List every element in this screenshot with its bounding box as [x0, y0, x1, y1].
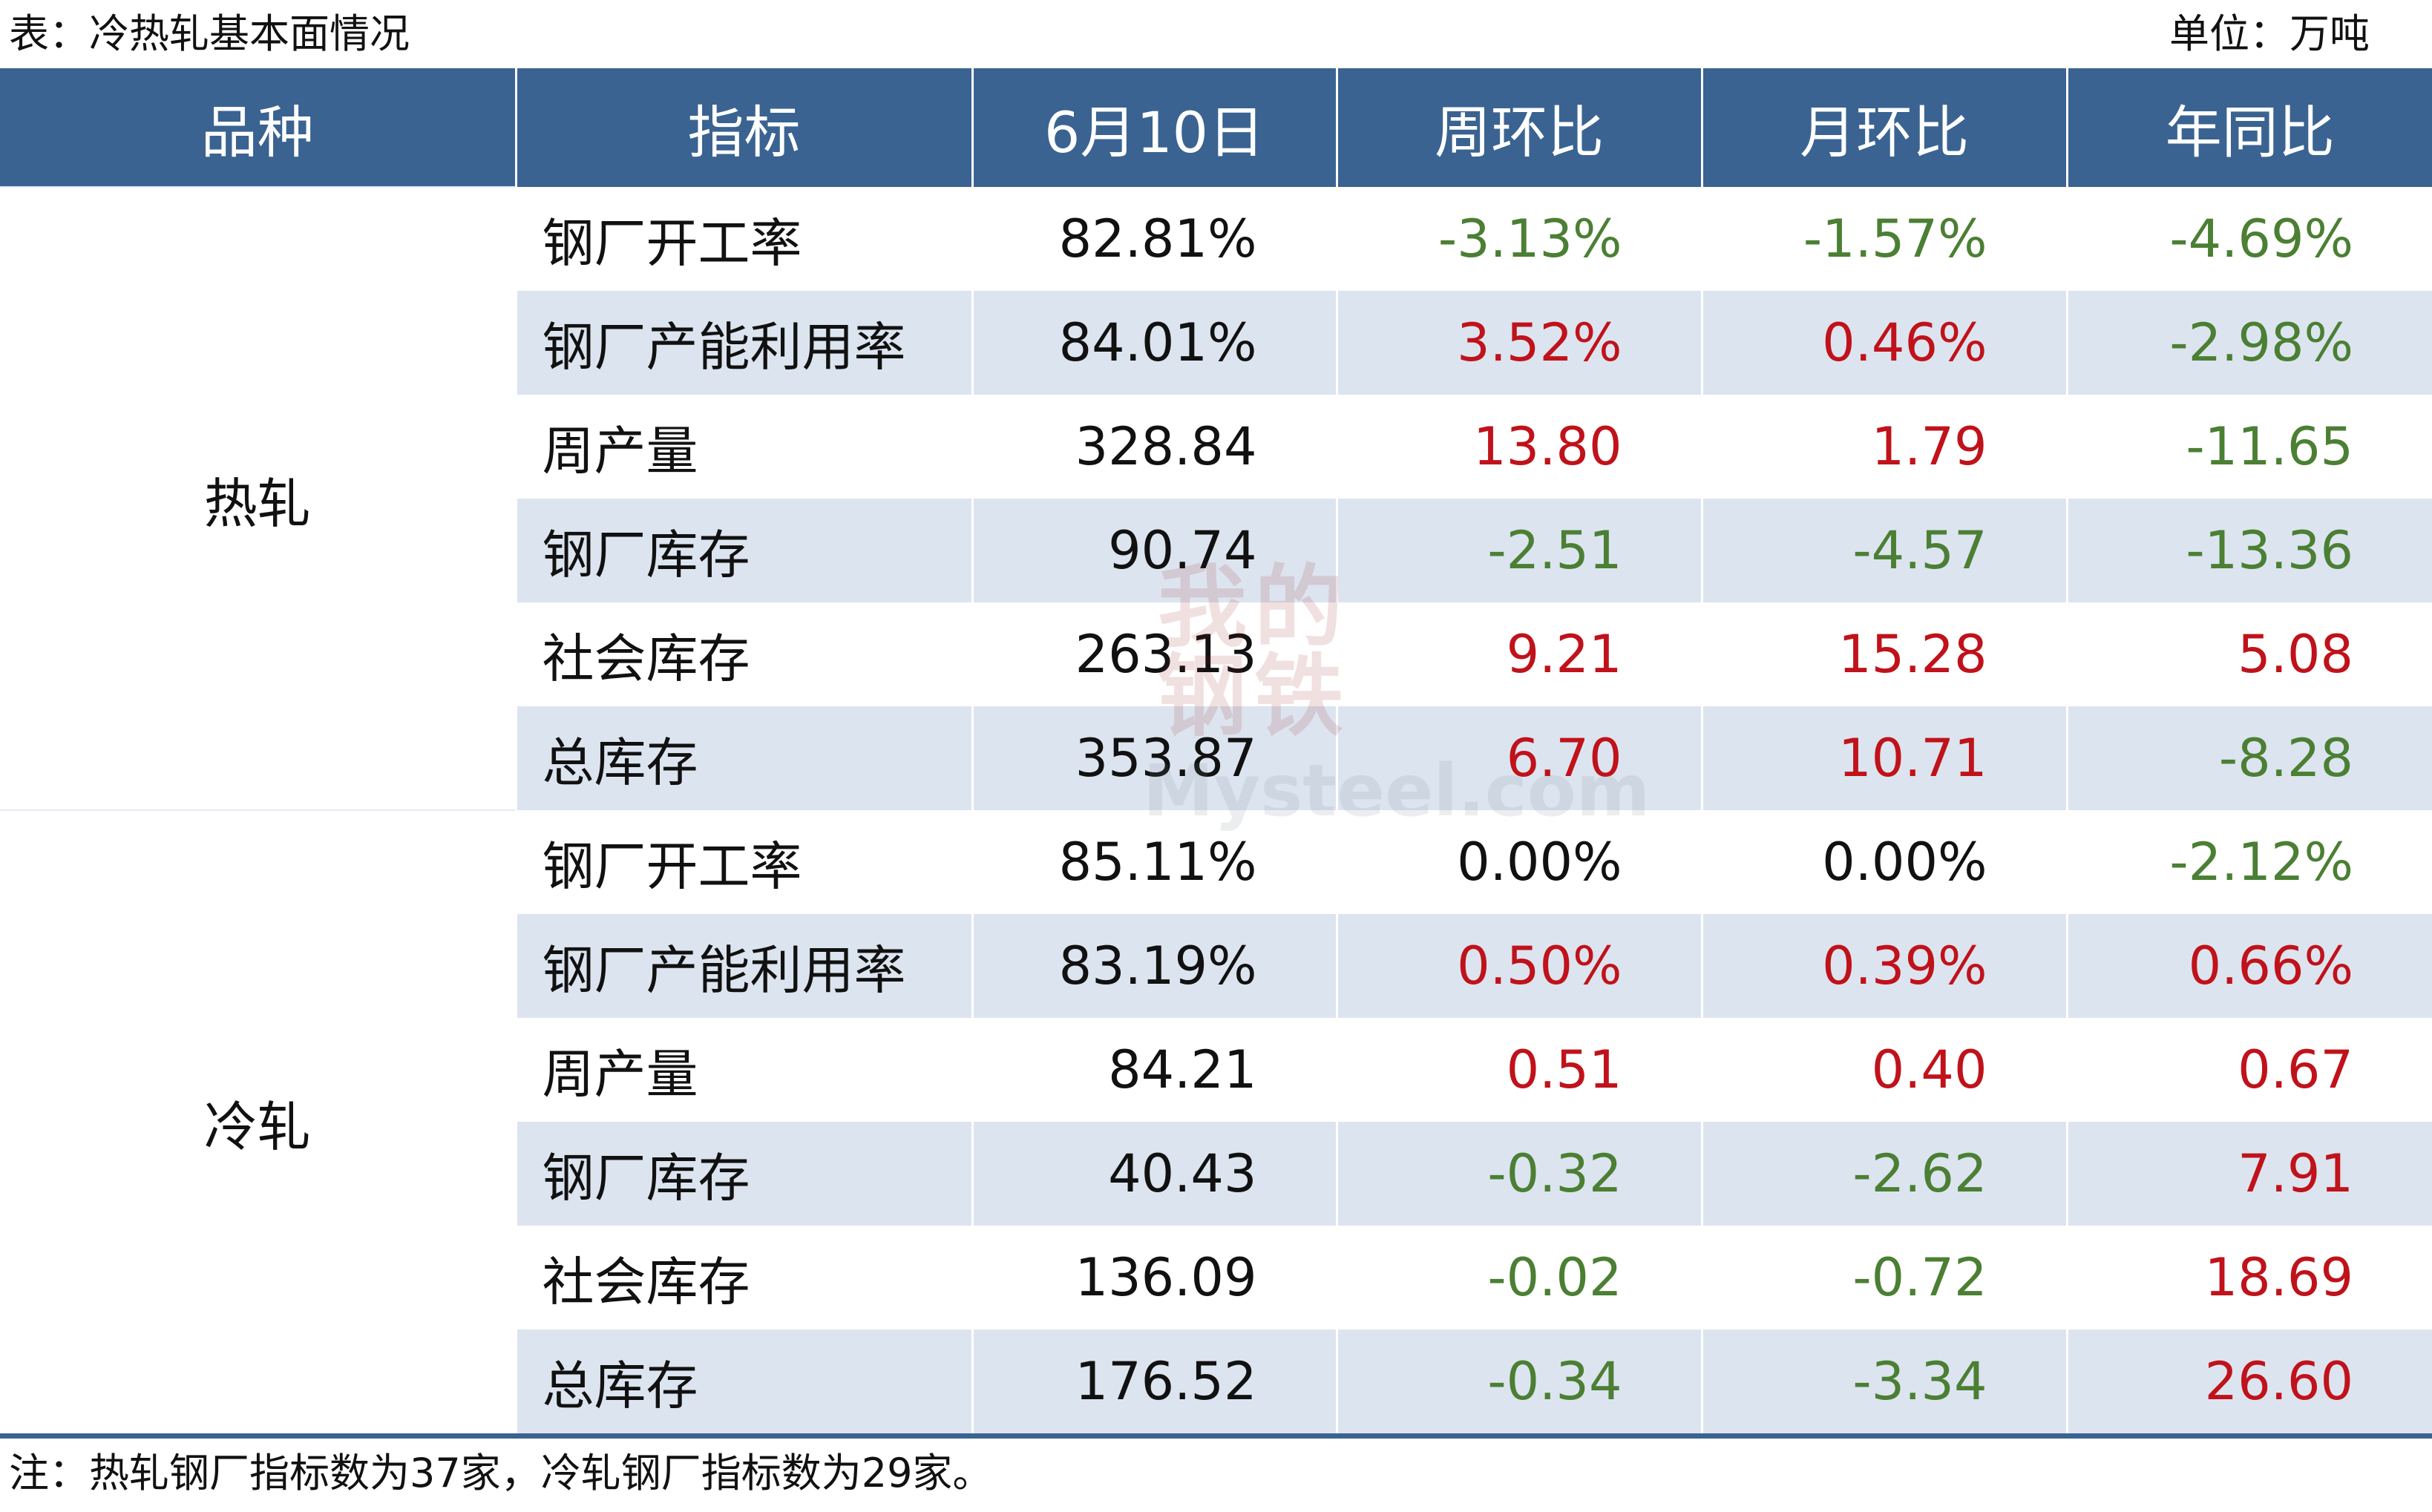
week-change-cell: 0.00% [1335, 810, 1702, 914]
table-row: 社会库存 136.09 -0.02 -0.72 18.69 [0, 1226, 2432, 1329]
year-change-cell: 7.91 [2065, 1122, 2432, 1226]
week-change-cell: -0.34 [1335, 1329, 1702, 1433]
year-change-cell: -4.69% [2065, 187, 2432, 291]
year-change-cell: -11.65 [2065, 395, 2432, 499]
indicator-cell: 社会库存 [514, 1226, 972, 1329]
week-change-cell: 0.51 [1335, 1018, 1702, 1122]
col-header-indicator: 指标 [514, 68, 972, 187]
value-cell: 82.81% [971, 187, 1337, 291]
month-change-cell: -0.72 [1700, 1226, 2067, 1329]
indicator-cell: 社会库存 [514, 602, 972, 706]
table-row: 周产量 328.84 13.80 1.79 -11.65 [0, 395, 2432, 499]
year-change-cell: 5.08 [2065, 602, 2432, 706]
month-change-cell: -2.62 [1700, 1122, 2067, 1226]
indicator-cell: 钢厂库存 [514, 1122, 972, 1226]
month-change-cell: -1.57% [1700, 187, 2067, 291]
table-row: 社会库存 263.13 9.21 15.28 5.08 [0, 602, 2432, 706]
year-change-cell: 0.67 [2065, 1018, 2432, 1122]
col-header-mom: 月环比 [1700, 68, 2067, 187]
year-change-cell: -8.28 [2065, 706, 2432, 810]
indicator-cell: 钢厂开工率 [514, 810, 972, 914]
indicator-cell: 周产量 [514, 1018, 972, 1122]
month-change-cell: 0.46% [1700, 291, 2067, 395]
month-change-cell: 0.00% [1700, 810, 2067, 914]
fundamentals-table: 品种 指标 6月10日 周环比 月环比 年同比 热轧 钢厂开工率 82.81% -3.… [0, 68, 2432, 1433]
year-change-cell: -13.36 [2065, 499, 2432, 602]
indicator-cell: 钢厂开工率 [514, 187, 972, 291]
month-change-cell: 0.39% [1700, 914, 2067, 1018]
value-cell: 353.87 [971, 706, 1337, 810]
month-change-cell: -4.57 [1700, 499, 2067, 602]
col-header-date: 6月10日 [971, 68, 1337, 187]
indicator-cell: 周产量 [514, 395, 972, 499]
col-header-wow: 周环比 [1335, 68, 1702, 187]
table-row: 冷轧 钢厂开工率 85.11% 0.00% 0.00% -2.12% [0, 809, 2432, 1433]
year-change-cell: -2.98% [2065, 291, 2432, 395]
indicator-cell: 钢厂库存 [514, 499, 972, 602]
table-row: 周产量 84.21 0.51 0.40 0.67 [0, 1018, 2432, 1122]
bottom-rule [0, 1433, 2432, 1439]
value-cell: 136.09 [971, 1226, 1337, 1329]
col-header-variety: 品种 [0, 68, 516, 187]
table-caption: 表：冷热轧基本面情况 [9, 10, 410, 57]
table-row: 钢厂产能利用率 84.01% 3.52% 0.46% -2.98% [0, 291, 2432, 395]
value-cell: 83.19% [971, 914, 1337, 1018]
col-header-yoy: 年同比 [2065, 68, 2432, 187]
week-change-cell: 6.70 [1335, 706, 1702, 810]
week-change-cell: 3.52% [1335, 291, 1702, 395]
value-cell: 40.43 [971, 1122, 1337, 1226]
table-caption-bar: 表：冷热轧基本面情况 单位：万吨 [0, 0, 2432, 68]
table-row: 总库存 176.52 -0.34 -3.34 26.60 [0, 1329, 2432, 1433]
table-row: 钢厂库存 90.74 -2.51 -4.57 -13.36 [0, 499, 2432, 602]
month-change-cell: 1.79 [1700, 395, 2067, 499]
table-row: 总库存 353.87 6.70 10.71 -8.28 [0, 706, 2432, 810]
value-cell: 263.13 [971, 602, 1337, 706]
table-header-row: 品种 指标 6月10日 周环比 月环比 年同比 [0, 68, 2432, 187]
indicator-cell: 钢厂产能利用率 [514, 291, 972, 395]
year-change-cell: -2.12% [2065, 810, 2432, 914]
week-change-cell: -3.13% [1335, 187, 1702, 291]
value-cell: 84.21 [971, 1018, 1337, 1122]
year-change-cell: 18.69 [2065, 1226, 2432, 1329]
table-body: 热轧 钢厂开工率 82.81% -3.13% -1.57% -4.69% 钢厂产能利用率 84… [0, 186, 2432, 1433]
variety-cell: 热轧 [0, 186, 516, 810]
table-row: 热轧 钢厂开工率 82.81% -3.13% -1.57% -4.69% [0, 186, 2432, 810]
table-row: 钢厂产能利用率 83.19% 0.50% 0.39% 0.66% [0, 914, 2432, 1018]
week-change-cell: 9.21 [1335, 602, 1702, 706]
year-change-cell: 0.66% [2065, 914, 2432, 1018]
month-change-cell: 10.71 [1700, 706, 2067, 810]
week-change-cell: -0.32 [1335, 1122, 1702, 1226]
value-cell: 84.01% [971, 291, 1337, 395]
table-row: 钢厂库存 40.43 -0.32 -2.62 7.91 [0, 1122, 2432, 1226]
value-cell: 328.84 [971, 395, 1337, 499]
value-cell: 176.52 [971, 1329, 1337, 1433]
indicator-cell: 钢厂产能利用率 [514, 914, 972, 1018]
value-cell: 90.74 [971, 499, 1337, 602]
month-change-cell: 0.40 [1700, 1018, 2067, 1122]
week-change-cell: -2.51 [1335, 499, 1702, 602]
year-change-cell: 26.60 [2065, 1329, 2432, 1433]
value-cell: 85.11% [971, 810, 1337, 914]
variety-cell: 冷轧 [0, 809, 516, 1433]
week-change-cell: 13.80 [1335, 395, 1702, 499]
footnote: 注：热轧钢厂指标数为37家，冷轧钢厂指标数为29家。 [9, 1450, 993, 1496]
week-change-cell: -0.02 [1335, 1226, 1702, 1329]
indicator-cell: 总库存 [514, 1329, 972, 1433]
month-change-cell: 15.28 [1700, 602, 2067, 706]
indicator-cell: 总库存 [514, 706, 972, 810]
unit-label: 单位：万吨 [2169, 10, 2370, 57]
week-change-cell: 0.50% [1335, 914, 1702, 1018]
month-change-cell: -3.34 [1700, 1329, 2067, 1433]
